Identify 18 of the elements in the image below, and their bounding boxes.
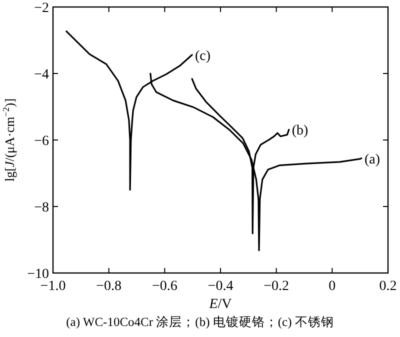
legend-label: (a): [364, 152, 380, 168]
x-tick-label: 0: [328, 279, 336, 294]
y-tick-label: −10: [27, 267, 49, 282]
y-tick-label: −4: [34, 68, 49, 82]
series-label: (c): [195, 48, 211, 64]
x-axis-title: E/V: [208, 297, 232, 312]
x-tick-label: −0.2: [264, 279, 290, 294]
x-tick-label: −1.0: [40, 279, 66, 294]
x-tick-label: 0.2: [379, 279, 397, 294]
y-tick-label: −2: [34, 1, 49, 16]
y-tick-label: −6: [34, 134, 49, 149]
x-tick-label: −0.4: [208, 279, 234, 294]
series-label: (b): [292, 124, 309, 139]
line-series: [191, 78, 290, 234]
text: (a) WC-10Co4Cr 涂层；(b) 电镀硬铬；(c) 不锈钢: [66, 315, 334, 329]
x-tick-label: −0.6: [152, 279, 178, 294]
y-tick-label: −8: [34, 200, 49, 216]
x-tick-label: −0.8: [96, 279, 122, 294]
